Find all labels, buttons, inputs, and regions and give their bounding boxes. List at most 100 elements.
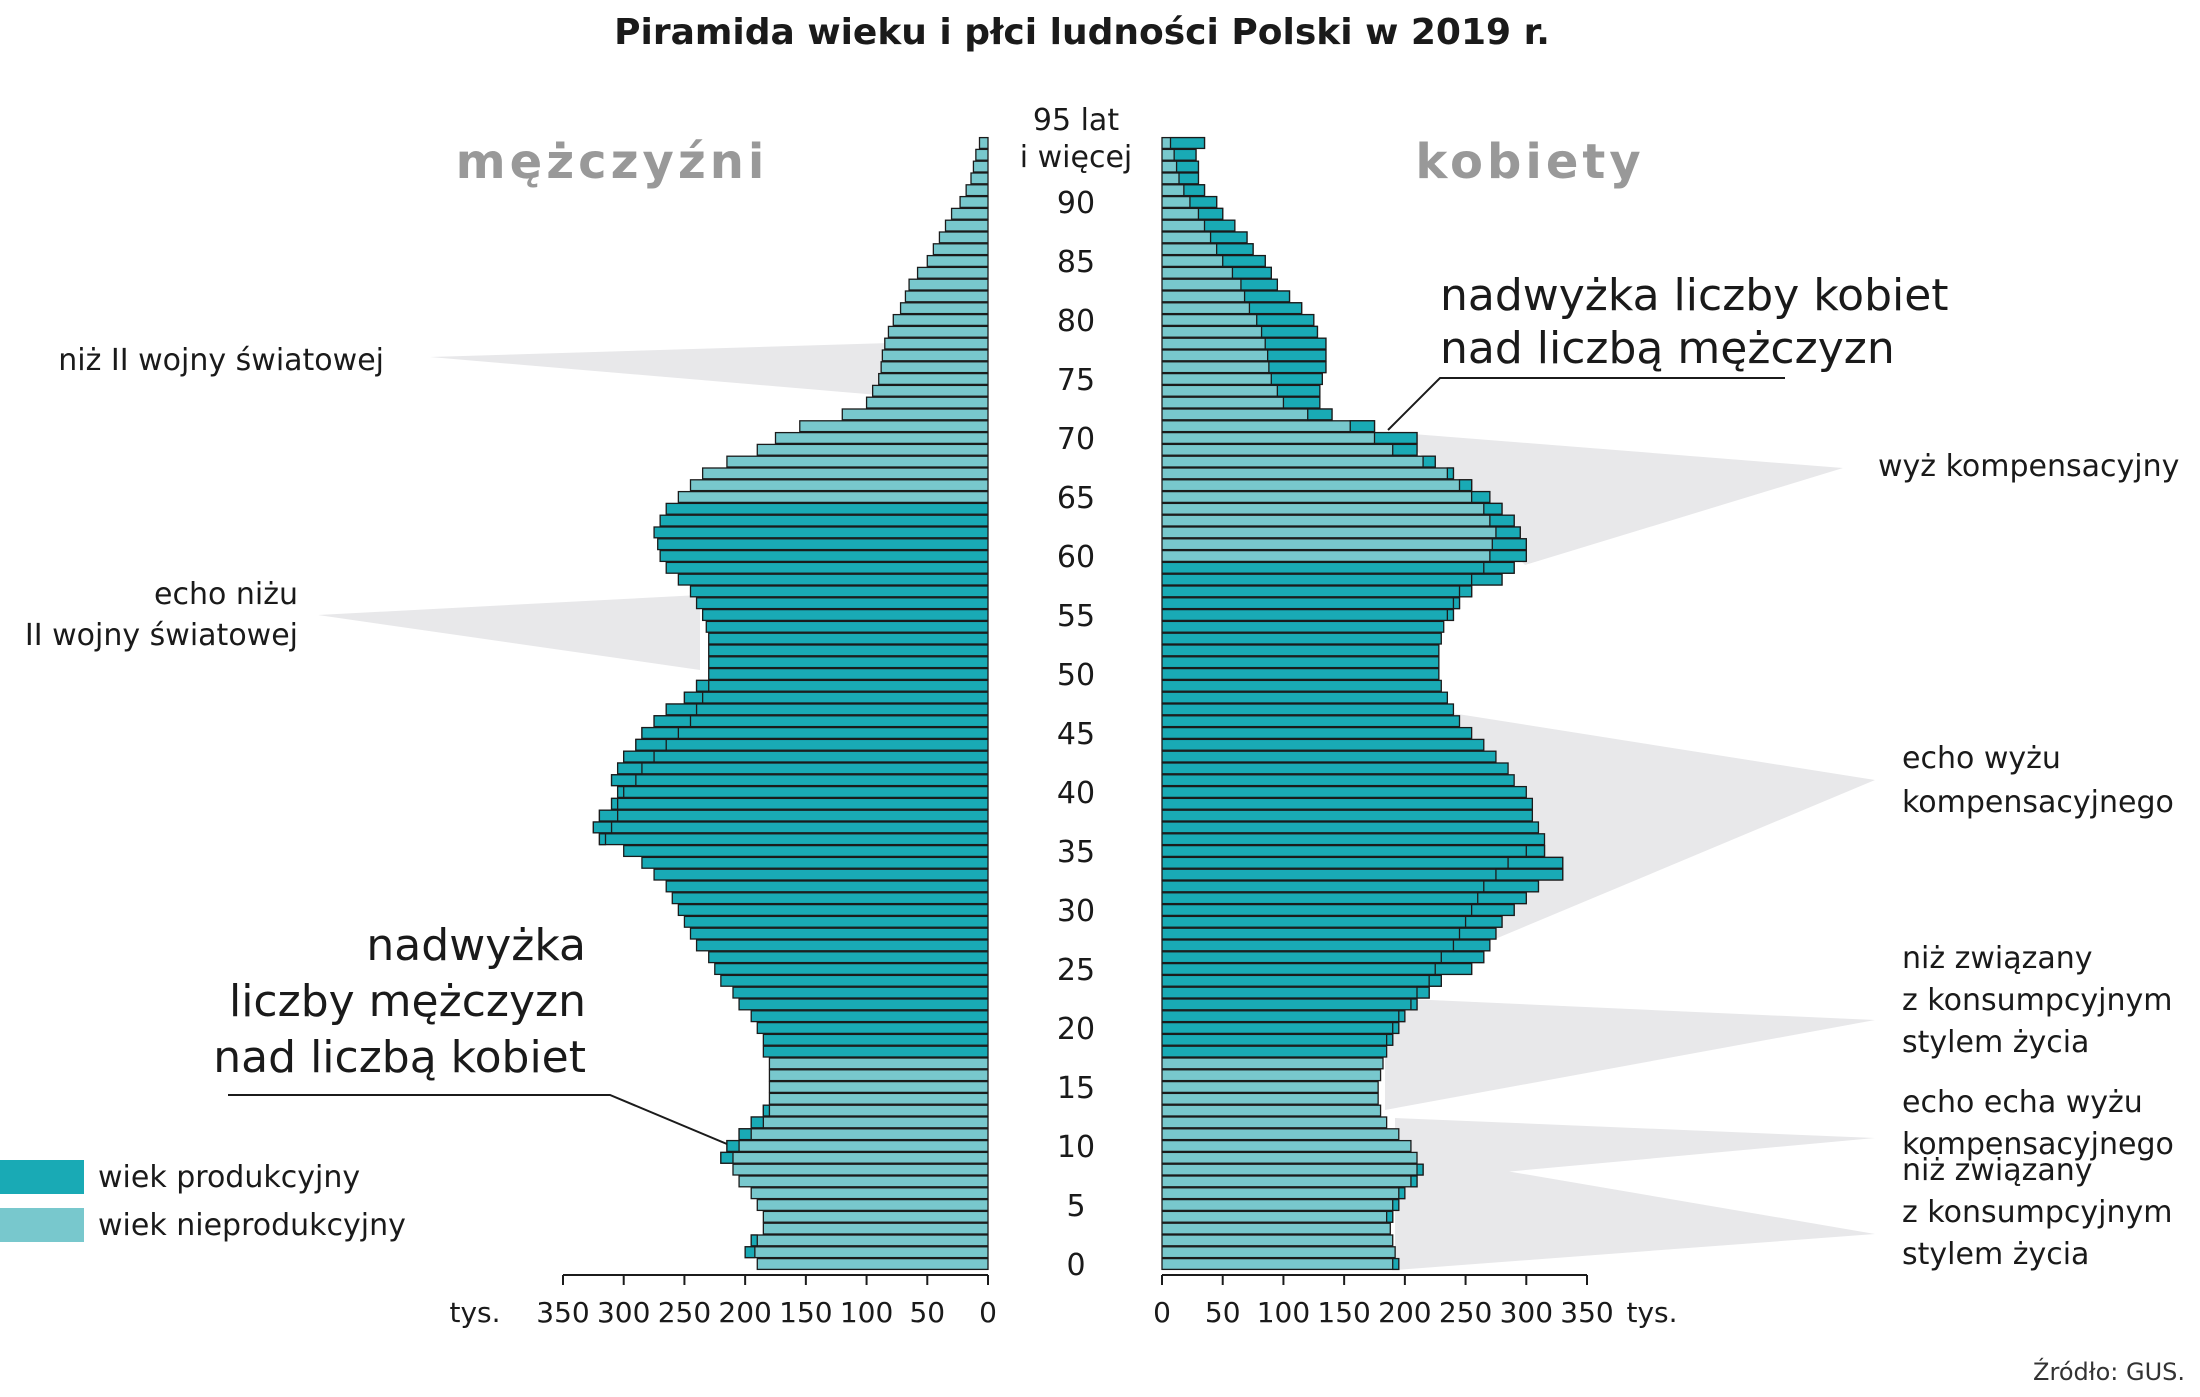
bar-women-age-56 [1161, 597, 1461, 610]
bar-women-age-20 [1161, 1021, 1400, 1035]
bar-women-age-7 [1161, 1175, 1418, 1188]
unit-label-men: tys. [449, 1296, 500, 1329]
bar-men-age-10 [726, 1139, 989, 1153]
bar-women-age-31 [1161, 892, 1527, 905]
bar-women-age-9 [1161, 1151, 1418, 1164]
surplus-women-age-56 [1452, 597, 1461, 610]
surplus-men-age-36 [598, 833, 607, 846]
surplus-women-age-73 [1282, 396, 1321, 409]
bar-women-age-60 [1161, 549, 1527, 563]
bar-women-age-65 [1161, 490, 1491, 504]
bar-men-age-51 [708, 656, 989, 669]
bar-men-age-28 [689, 927, 989, 940]
bar-men-age-49 [695, 679, 989, 692]
bar-women-age-52 [1161, 644, 1440, 657]
tick-label-women-100: 100 [1257, 1296, 1310, 1329]
bar-women-age-53 [1161, 632, 1442, 645]
tick-label-men-100: 100 [840, 1296, 893, 1329]
bar-women-age-50 [1161, 667, 1440, 681]
bar-men-age-57 [689, 585, 989, 598]
bar-men-age-82 [904, 290, 989, 303]
bar-women-age-0 [1161, 1257, 1400, 1271]
surplus-women-age-57 [1458, 585, 1473, 598]
ann-niz-konsump-1-3: stylem życia [1902, 1025, 2089, 1060]
bar-men-age-31 [671, 892, 989, 905]
surplus-women-age-19 [1385, 1033, 1394, 1046]
bar-men-age-38 [598, 809, 989, 822]
bar-men-age-58 [677, 573, 989, 586]
age-label-75: 75 [1057, 363, 1095, 398]
surplus-women-age-68 [1422, 455, 1436, 468]
bar-women-age-58 [1161, 573, 1503, 586]
callout-men-line-1: liczby mężczyzn [229, 976, 586, 1027]
bar-men-age-45 [641, 726, 989, 740]
age-label-35: 35 [1057, 835, 1095, 870]
bar-women-age-22 [1161, 998, 1418, 1011]
bar-women-age-66 [1161, 479, 1473, 492]
bar-men-age-36 [598, 833, 989, 846]
surplus-women-age-21 [1398, 1010, 1406, 1023]
bar-men-age-77 [881, 349, 989, 362]
surplus-women-age-78 [1264, 337, 1327, 350]
bar-women-age-37 [1161, 821, 1540, 834]
callout-men-line-2: nad liczbą kobiet [213, 1032, 586, 1083]
axes-layer [228, 377, 1785, 1285]
bar-men-age-23 [732, 986, 989, 999]
side-label-women: kobiety [1415, 134, 1644, 190]
surplus-men-age-42 [616, 762, 643, 775]
ann-wyz-komp-1: wyż kompensacyjny [1878, 449, 2179, 484]
legend-swatch-productive [0, 1160, 84, 1194]
bar-women-age-41 [1161, 774, 1515, 787]
surplus-women-age-80 [1256, 313, 1315, 327]
ann-niz-konsump-2-2: z konsumpcyjnym [1902, 1195, 2172, 1230]
callout-men-leader [228, 1094, 728, 1145]
surplus-women-age-65 [1470, 490, 1491, 504]
bar-men-age-75 [878, 372, 989, 386]
ann-niz-konsump-1-2: z konsumpcyjnym [1902, 983, 2172, 1018]
bar-women-age-6 [1161, 1187, 1406, 1200]
surplus-women-age-89 [1197, 207, 1224, 220]
surplus-women-age-94 [1173, 148, 1197, 161]
bar-men-age-69 [756, 443, 989, 456]
bar-women-age-28 [1161, 927, 1497, 940]
surplus-men-age-41 [610, 774, 637, 787]
wedge-echo-wyzu [1445, 712, 1875, 960]
callout-women-leader [1387, 377, 1785, 431]
surplus-women-age-7 [1410, 1175, 1418, 1188]
surplus-women-age-88 [1203, 219, 1236, 232]
surplus-men-age-2 [750, 1234, 758, 1247]
age-label-65: 65 [1057, 481, 1095, 516]
surplus-women-age-81 [1248, 302, 1303, 315]
surplus-women-age-6 [1398, 1187, 1406, 1200]
age-label-5: 5 [1066, 1189, 1085, 1224]
bar-men-age-54 [705, 620, 989, 633]
surplus-women-age-93 [1175, 160, 1200, 173]
age-label-90: 90 [1057, 186, 1095, 221]
bar-men-age-67 [701, 467, 989, 480]
bar-men-age-18 [762, 1045, 989, 1058]
bar-women-age-12 [1161, 1116, 1388, 1129]
age-label-20: 20 [1057, 1012, 1095, 1047]
bar-women-age-34 [1161, 856, 1564, 869]
surplus-women-age-66 [1458, 479, 1473, 492]
bar-women-age-3 [1161, 1222, 1391, 1235]
bar-women-age-61 [1161, 538, 1527, 551]
bar-men-age-76 [880, 361, 989, 374]
age-label-85: 85 [1057, 245, 1095, 280]
age-label-top-1: 95 lat [1033, 103, 1119, 138]
bar-men-age-91 [965, 184, 989, 197]
bar-men-age-20 [756, 1021, 989, 1035]
bar-men-age-73 [865, 396, 989, 409]
surplus-women-age-33 [1495, 868, 1564, 881]
surplus-men-age-44 [635, 738, 667, 751]
callout-women-line-1: nad liczbą mężczyzn [1440, 323, 1895, 374]
surplus-women-age-86 [1215, 243, 1254, 256]
bar-women-age-51 [1161, 656, 1440, 669]
bar-men-age-52 [708, 644, 989, 657]
bar-women-age-72 [1161, 408, 1333, 421]
surplus-women-age-69 [1392, 443, 1418, 456]
surplus-women-age-90 [1189, 195, 1218, 209]
annotation-wedges [318, 343, 1875, 1270]
bar-women-age-46 [1161, 715, 1461, 728]
surplus-men-age-37 [592, 821, 613, 834]
